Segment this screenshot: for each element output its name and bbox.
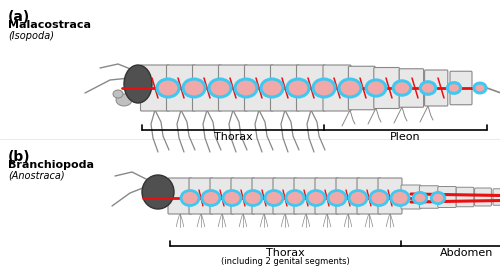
Ellipse shape xyxy=(113,90,123,98)
Ellipse shape xyxy=(313,79,335,97)
FancyBboxPatch shape xyxy=(493,189,500,205)
Ellipse shape xyxy=(244,190,262,205)
FancyBboxPatch shape xyxy=(192,65,222,111)
Ellipse shape xyxy=(307,190,325,205)
FancyBboxPatch shape xyxy=(231,178,255,214)
Ellipse shape xyxy=(328,190,346,205)
FancyBboxPatch shape xyxy=(189,178,213,214)
Text: Thorax: Thorax xyxy=(214,132,252,142)
FancyBboxPatch shape xyxy=(218,65,248,111)
Ellipse shape xyxy=(370,190,388,205)
FancyBboxPatch shape xyxy=(166,65,196,111)
FancyBboxPatch shape xyxy=(348,66,375,110)
FancyBboxPatch shape xyxy=(456,187,474,207)
FancyBboxPatch shape xyxy=(420,186,438,208)
Ellipse shape xyxy=(431,192,445,203)
Ellipse shape xyxy=(223,190,241,205)
FancyBboxPatch shape xyxy=(294,178,318,214)
Text: Branchiopoda: Branchiopoda xyxy=(8,160,94,170)
Text: Malacostraca: Malacostraca xyxy=(8,20,91,30)
FancyBboxPatch shape xyxy=(244,65,274,111)
FancyBboxPatch shape xyxy=(273,178,297,214)
Text: (Isopoda): (Isopoda) xyxy=(8,31,54,41)
Ellipse shape xyxy=(287,79,309,97)
FancyBboxPatch shape xyxy=(252,178,276,214)
Ellipse shape xyxy=(265,190,283,205)
Ellipse shape xyxy=(116,94,132,106)
Text: Pleon: Pleon xyxy=(390,132,421,142)
FancyBboxPatch shape xyxy=(168,178,192,214)
Ellipse shape xyxy=(393,81,411,95)
Text: (a): (a) xyxy=(8,10,30,24)
Ellipse shape xyxy=(202,190,220,205)
FancyBboxPatch shape xyxy=(140,65,170,111)
FancyBboxPatch shape xyxy=(450,71,472,105)
Ellipse shape xyxy=(366,80,386,96)
FancyBboxPatch shape xyxy=(336,178,360,214)
Ellipse shape xyxy=(235,79,257,97)
Ellipse shape xyxy=(413,192,427,203)
Ellipse shape xyxy=(181,190,199,205)
FancyBboxPatch shape xyxy=(270,65,300,111)
Text: (b): (b) xyxy=(8,150,30,164)
FancyBboxPatch shape xyxy=(474,188,492,206)
Ellipse shape xyxy=(391,190,409,205)
FancyBboxPatch shape xyxy=(357,178,381,214)
Ellipse shape xyxy=(339,79,361,97)
Ellipse shape xyxy=(286,190,304,205)
FancyBboxPatch shape xyxy=(315,178,339,214)
Text: Thorax: Thorax xyxy=(266,248,305,258)
FancyBboxPatch shape xyxy=(323,65,351,111)
Ellipse shape xyxy=(420,82,436,94)
FancyBboxPatch shape xyxy=(424,70,448,106)
FancyBboxPatch shape xyxy=(399,69,423,107)
Text: (Anostraca): (Anostraca) xyxy=(8,171,64,181)
Ellipse shape xyxy=(157,79,179,97)
Ellipse shape xyxy=(448,83,460,93)
FancyBboxPatch shape xyxy=(378,178,402,214)
Ellipse shape xyxy=(261,79,283,97)
Ellipse shape xyxy=(209,79,231,97)
Ellipse shape xyxy=(474,83,486,93)
FancyBboxPatch shape xyxy=(374,68,400,108)
Ellipse shape xyxy=(142,175,174,209)
Ellipse shape xyxy=(349,190,367,205)
FancyBboxPatch shape xyxy=(296,65,326,111)
Ellipse shape xyxy=(183,79,205,97)
Text: Abdomen: Abdomen xyxy=(440,248,493,258)
FancyBboxPatch shape xyxy=(401,185,421,209)
FancyBboxPatch shape xyxy=(210,178,234,214)
Text: (including 2 genital segments): (including 2 genital segments) xyxy=(221,257,350,266)
FancyBboxPatch shape xyxy=(438,187,456,207)
Ellipse shape xyxy=(124,65,152,103)
